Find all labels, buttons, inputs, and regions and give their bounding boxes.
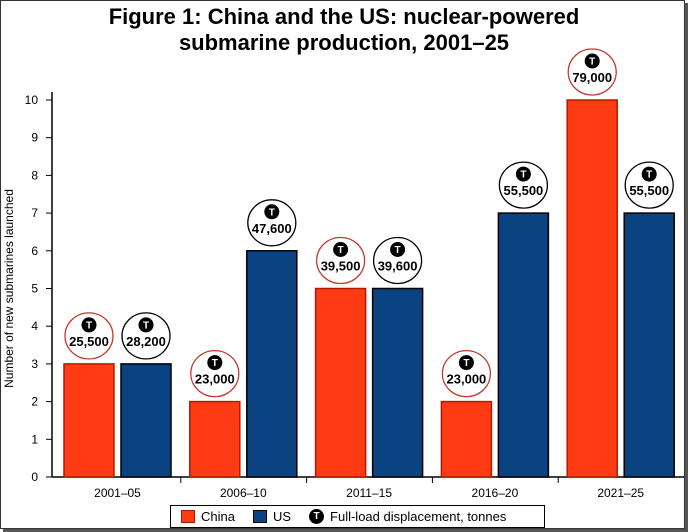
displacement-label: 23,000 [195,372,235,387]
displacement-bubble [372,236,423,285]
displacement-t-icon [458,355,474,371]
displacement-t-icon [138,317,154,333]
displacement-t-icon [207,355,223,371]
displacement-label: 79,000 [572,70,612,85]
displacement-t-icon [81,317,97,333]
displacement-t-letter: T [463,358,469,369]
legend-item-china: China [181,509,235,524]
bar-china-2 [314,287,367,478]
displacement-t-icon [264,204,280,220]
displacement-t-letter: T [143,320,149,331]
displacement-bubble [64,312,114,360]
bar-china-4 [566,99,618,478]
x-tick-label: 2001–05 [94,486,141,500]
bar-us-1 [246,250,298,478]
displacement-bubble [624,161,674,209]
legend-item-displacement: T Full-load displacement, tonnes [309,509,506,524]
displacement-t-letter: T [212,358,218,369]
displacement-label: 39,600 [378,259,418,274]
legend-swatch-china [181,510,195,523]
displacement-label: 28,200 [126,334,166,349]
displacement-t-letter: T [269,207,275,218]
displacement-bubble [247,199,297,247]
chart-title-line-2: submarine production, 2001–25 [178,30,510,55]
legend: China US T Full-load displacement, tonne… [170,505,545,528]
displacement-t-icon [584,53,600,69]
y-tick-label: 5 [31,282,38,296]
displacement-t-letter: T [646,170,652,181]
displacement-t-letter: T [86,320,92,331]
y-tick-label: 4 [31,319,38,333]
displacement-label: 39,500 [321,259,361,274]
y-tick-label: 1 [31,432,38,446]
y-tick-label: 9 [31,131,38,145]
displacement-t-letter: T [395,245,401,256]
displacement-bubble [190,349,240,398]
chart-title-line-1: Figure 1: China and the US: nuclear-powe… [108,4,580,29]
y-axis-title: Number of new submarines launched [2,189,16,388]
y-tick-label: 7 [31,206,38,220]
legend-item-us: US [252,509,292,524]
displacement-t-letter: T [338,245,344,256]
displacement-label: 55,500 [504,183,544,198]
displacement-label: 25,500 [69,334,109,349]
legend-label-us: US [272,509,292,524]
displacement-label: 47,600 [252,221,292,236]
displacement-label: 55,500 [629,183,669,198]
x-tick-label: 2011–15 [346,486,392,500]
displacement-t-icon [641,166,657,182]
displacement-marker-icon: T [309,509,325,524]
bar-us-2 [371,287,424,478]
y-tick-label: 0 [31,470,38,484]
x-tick-label: 2016–20 [472,486,519,500]
displacement-bubble [567,48,617,96]
x-tick-label: 2021–25 [597,486,644,500]
y-tick-label: 6 [31,244,38,258]
y-tick-label: 10 [25,93,39,107]
bar-us-0 [120,363,172,478]
y-tick-label: 3 [31,357,38,371]
displacement-t-letter: T [589,57,595,68]
x-tick-label: 2006–10 [220,486,267,500]
bar-us-3 [497,212,550,478]
y-tick-label: 2 [31,395,38,409]
displacement-t-letter: T [520,170,526,181]
displacement-bubble [315,236,366,285]
displacement-bubble [441,349,492,398]
displacement-t-icon [333,242,349,257]
legend-label-china: China [201,509,235,524]
bar-us-4 [623,212,675,478]
y-tick-label: 8 [31,168,38,182]
displacement-label: 23,000 [447,372,487,387]
bar-china-3 [440,400,493,478]
bar-chart: 0 1 2 3 4 5 6 7 8 9 10 Number of new submarines lau… [2,48,684,500]
displacement-t-icon [515,166,531,182]
chart-title: Figure 1: China and the US: nuclear-powe… [0,4,688,56]
legend-label-displacement: Full-load displacement, tonnes [330,509,507,524]
displacement-bubble [121,312,171,360]
displacement-t-icon [390,242,406,257]
legend-swatch-us [252,510,267,523]
bar-china-0 [63,363,115,478]
displacement-bubble [498,161,549,209]
bar-china-1 [189,400,241,478]
